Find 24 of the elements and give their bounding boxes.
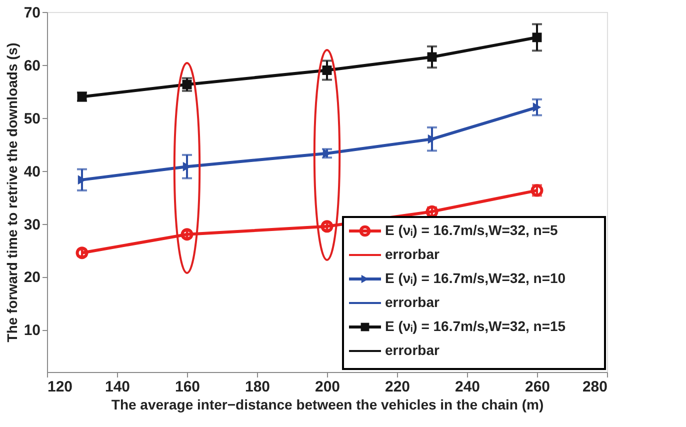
legend-label: E (νᵢ) = 16.7m/s,W=32, n=5 — [385, 222, 558, 238]
y-axis-title: The forward time to retrive the downloads (s) — [4, 42, 20, 342]
y-tick-label: 70 — [24, 4, 40, 22]
x-tick-label: 220 — [384, 378, 410, 396]
legend-label: E (νᵢ) = 16.7m/s,W=32, n=15 — [385, 318, 566, 334]
x-tick-label: 180 — [244, 378, 270, 396]
x-axis-title: The average inter−distance between the vehicles in the chain (m) — [111, 396, 544, 412]
y-tick-label: 50 — [24, 110, 40, 128]
x-tick-label: 260 — [524, 378, 550, 396]
legend-label: E (νᵢ) = 16.7m/s,W=32, n=10 — [385, 270, 566, 286]
y-tick-label: 10 — [24, 322, 40, 340]
annotation: errorbar — [385, 342, 440, 358]
x-tick-label: 160 — [174, 378, 200, 396]
annotation: errorbar — [385, 294, 440, 310]
x-tick-label: 200 — [314, 378, 340, 396]
y-tick-label: 60 — [24, 57, 40, 74]
x-tick-label: 240 — [454, 378, 480, 396]
x-tick-label: 140 — [104, 378, 130, 396]
x-tick-label: 280 — [582, 378, 608, 396]
y-tick-label: 40 — [24, 163, 40, 180]
x-tick-label: 120 — [48, 378, 73, 396]
y-tick-label: 20 — [24, 269, 40, 286]
annotation: errorbar — [385, 246, 440, 262]
y-tick-label: 30 — [24, 216, 40, 234]
